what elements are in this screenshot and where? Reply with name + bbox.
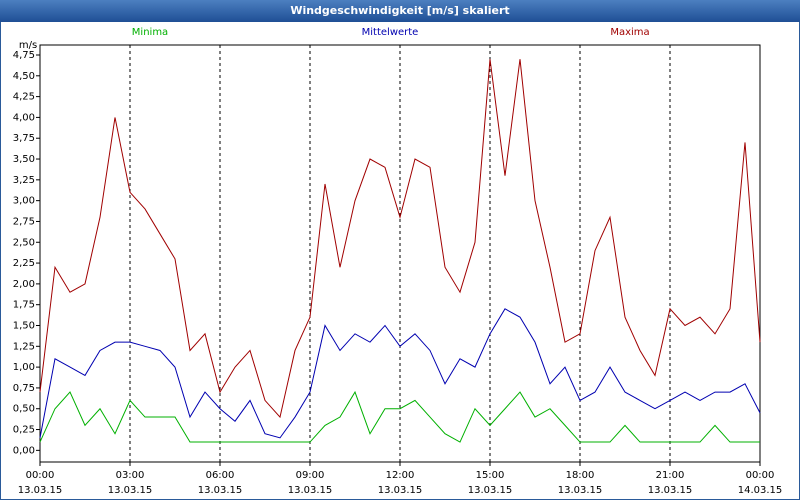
x-tick-label: 09:00 bbox=[296, 470, 325, 481]
y-tick-label: 3,75 bbox=[13, 133, 35, 144]
x-tick-label: 06:00 bbox=[206, 470, 235, 481]
y-tick-label: 3,25 bbox=[13, 175, 35, 186]
x-tick-label: 00:00 bbox=[26, 470, 55, 481]
y-tick-label: 4,00 bbox=[13, 112, 35, 123]
x-tick-label: 21:00 bbox=[656, 470, 685, 481]
y-tick-label: 1,00 bbox=[13, 362, 35, 373]
y-unit: m/s bbox=[19, 40, 37, 51]
x-tick-label: 15:00 bbox=[476, 470, 505, 481]
x-tick-label: 12:00 bbox=[386, 470, 415, 481]
x-tick-date: 13.03.15 bbox=[108, 485, 153, 496]
y-tick-label: 4,75 bbox=[13, 50, 35, 61]
y-tick-label: 2,50 bbox=[13, 237, 35, 248]
x-tick-date: 13.03.15 bbox=[558, 485, 603, 496]
x-tick-label: 00:00 bbox=[746, 470, 775, 481]
chart-title: Windgeschwindigkeit [m/s] skaliert bbox=[290, 4, 509, 17]
x-tick-date: 13.03.15 bbox=[648, 485, 693, 496]
x-tick-date: 13.03.15 bbox=[198, 485, 243, 496]
legend-label: Maxima bbox=[610, 27, 649, 38]
y-tick-label: 3,50 bbox=[13, 154, 35, 165]
legend-label: Mittelwerte bbox=[362, 27, 419, 38]
y-tick-label: 4,50 bbox=[13, 71, 35, 82]
y-tick-label: 2,75 bbox=[13, 216, 35, 227]
y-tick-label: 1,25 bbox=[13, 341, 35, 352]
x-tick-label: 18:00 bbox=[566, 470, 595, 481]
title-bar bbox=[0, 0, 800, 22]
series-line bbox=[39, 390, 760, 443]
x-tick-date: 14.03.15 bbox=[738, 485, 783, 496]
x-tick-date: 13.03.15 bbox=[18, 485, 63, 496]
y-tick-label: 2,00 bbox=[13, 279, 35, 290]
y-tick-label: 1,50 bbox=[13, 320, 35, 331]
series-line bbox=[39, 308, 761, 439]
series-line bbox=[39, 59, 761, 419]
y-tick-label: 1,75 bbox=[13, 300, 35, 311]
y-tick-label: 0,00 bbox=[13, 445, 35, 456]
legend-label: Minima bbox=[132, 27, 168, 38]
x-tick-date: 13.03.15 bbox=[378, 485, 423, 496]
y-tick-label: 2,25 bbox=[13, 258, 35, 269]
x-tick-date: 13.03.15 bbox=[468, 485, 513, 496]
y-tick-label: 4,25 bbox=[13, 92, 35, 103]
y-tick-label: 0,75 bbox=[13, 383, 35, 394]
x-tick-label: 03:00 bbox=[116, 470, 145, 481]
y-tick-label: 0,50 bbox=[13, 404, 35, 415]
y-tick-label: 0,25 bbox=[13, 425, 35, 436]
x-tick-date: 13.03.15 bbox=[288, 485, 333, 496]
y-tick-label: 3,00 bbox=[13, 196, 35, 207]
